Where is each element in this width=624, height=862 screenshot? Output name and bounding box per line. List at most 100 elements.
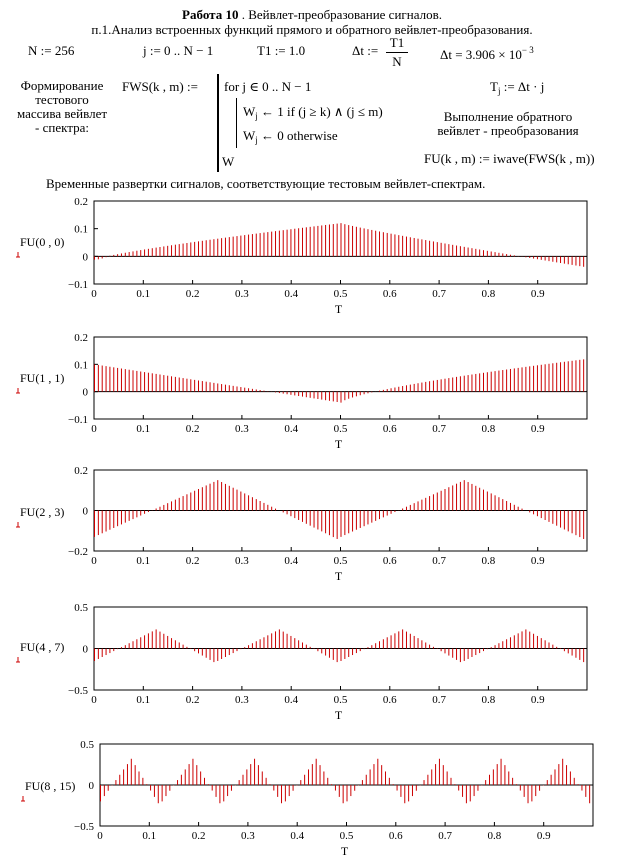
comment-inverse-transform: Выполнение обратного вейвлет - преобразо… (437, 109, 579, 138)
chart-4: 0.50−0.50 0.1 0.2 0.3 0.4 0.5 0.6 0.7 0.8 0.9TFU(… (21, 739, 594, 858)
x-tick-label: 0.9 (531, 288, 545, 300)
x-tick-label: 0.6 (383, 694, 397, 706)
x-tick-label: 0.5 (334, 288, 348, 300)
x-tick-label: 0 (91, 423, 97, 435)
y-tick-label: 0.5 (80, 739, 94, 751)
n-definition: N := 256 (28, 43, 75, 58)
title-rest: . Вейвлет-преобразование сигналов. (238, 7, 442, 22)
x-tick-label: 0.6 (389, 830, 403, 842)
y-tick-label: 0.1 (74, 224, 88, 236)
y-tick-label: 0.5 (74, 602, 88, 614)
dt-value-mantissa: Δt = 3.906 × 10 (440, 47, 522, 62)
fws-definition-lhs: FWS(k , m) := (122, 79, 198, 94)
x-axis-label: T (335, 437, 343, 451)
x-tick-label: 0.7 (432, 288, 446, 300)
chart-1: 0.20.10−0.10 0.1 0.2 0.3 0.4 0.5 0.6 0.7 0.8 0.9T… (16, 332, 588, 451)
y-axis-label: FU(4 , 7) (20, 640, 64, 654)
y-tick-label: −0.1 (68, 414, 88, 426)
x-tick-label: 0.6 (383, 555, 397, 567)
x-axis-label: T (335, 569, 343, 583)
y-tick-label: 0 (83, 387, 89, 399)
dt-value: Δt = 3.906 × 10− 3 (440, 43, 534, 62)
y-tick-label: −0.5 (68, 685, 88, 697)
dt-denominator: N (392, 54, 402, 69)
x-tick-label: 0.3 (235, 694, 249, 706)
x-tick-label: 0 (97, 830, 103, 842)
y-tick-label: 0.2 (74, 196, 88, 208)
x-tick-label: 0 (91, 555, 97, 567)
plots-caption: Временные развертки сигналов, соответств… (46, 176, 486, 191)
y-tick-label: 0 (89, 780, 95, 792)
chart-2: 0.20−0.20 0.1 0.2 0.3 0.4 0.5 0.6 0.7 0.8 0.9TFU(… (16, 465, 588, 583)
x-tick-label: 0.9 (537, 830, 551, 842)
comment-forming-spectrum: Формирование тестового массива вейвлет -… (16, 78, 108, 135)
x-tick-label: 0.8 (482, 423, 496, 435)
dt-value-exponent: − 3 (521, 45, 534, 55)
x-tick-label: 0.3 (235, 288, 249, 300)
y-axis-label: FU(2 , 3) (20, 505, 64, 519)
y-tick-label: 0.2 (74, 465, 88, 477)
program-inner-bracket (236, 98, 237, 148)
chart-3: 0.50−0.50 0.1 0.2 0.3 0.4 0.5 0.6 0.7 0.8 0.9TFU(… (16, 602, 588, 722)
x-tick-label: 0.9 (531, 694, 545, 706)
x-tick-label: 0.5 (334, 423, 348, 435)
x-tick-label: 0.9 (531, 423, 545, 435)
x-tick-label: 0.4 (284, 694, 298, 706)
program-return-line: W (222, 154, 235, 169)
title-bold: Работа 10 (182, 7, 239, 22)
x-tick-label: 0.7 (432, 555, 446, 567)
x-axis-label: T (335, 302, 343, 316)
x-tick-label: 0.5 (334, 694, 348, 706)
x-tick-label: 0.3 (235, 423, 249, 435)
x-tick-label: 0.2 (186, 423, 200, 435)
x-tick-label: 0.2 (186, 555, 200, 567)
x-tick-label: 0.1 (136, 694, 150, 706)
fu-definition: FU(k , m) := iwave(FWS(k , m)) (424, 151, 595, 166)
t1-definition: T1 := 1.0 (257, 43, 306, 58)
program-w1-line: Wj ← 1 if (j ≥ k) ∧ (j ≤ m) (243, 104, 383, 121)
x-tick-label: 0.8 (482, 288, 496, 300)
x-tick-label: 0.4 (284, 288, 298, 300)
x-tick-label: 0.6 (383, 423, 397, 435)
y-tick-label: 0 (83, 506, 89, 518)
x-tick-label: 0.9 (531, 555, 545, 567)
y-tick-label: 0.1 (74, 359, 88, 371)
worksheet-title: Работа 10 . Вейвлет-преобразование сигна… (0, 7, 624, 22)
y-tick-label: −0.1 (68, 279, 88, 291)
x-tick-label: 0.2 (186, 288, 200, 300)
tj-definition: Tj := Δt · j (490, 79, 545, 96)
x-tick-label: 0.5 (340, 830, 354, 842)
worksheet-subtitle: п.1.Анализ встроенных функций прямого и … (91, 22, 533, 37)
x-tick-label: 0.6 (383, 288, 397, 300)
program-w0-line: Wj ← 0 otherwise (243, 128, 338, 145)
chart-0: 0.20.10−0.10 0.1 0.2 0.3 0.4 0.5 0.6 0.7 0.8 0.9T… (16, 196, 588, 316)
x-tick-label: 0.1 (136, 423, 150, 435)
x-tick-label: 0.4 (284, 423, 298, 435)
y-tick-label: 0.2 (74, 332, 88, 344)
x-tick-label: 0.7 (438, 830, 452, 842)
x-axis-label: T (341, 844, 349, 858)
j-definition: j := 0 .. N − 1 (143, 43, 214, 58)
x-tick-label: 0.1 (136, 555, 150, 567)
x-tick-label: 0.8 (482, 694, 496, 706)
x-axis-label: T (335, 708, 343, 722)
x-tick-label: 0.2 (192, 830, 206, 842)
x-tick-label: 0.3 (241, 830, 255, 842)
x-tick-label: 0.1 (136, 288, 150, 300)
x-tick-label: 0.7 (432, 423, 446, 435)
x-tick-label: 0.7 (432, 694, 446, 706)
dt-fraction: T1 N (386, 35, 408, 70)
y-tick-label: 0 (83, 644, 89, 656)
x-tick-label: 0 (91, 694, 97, 706)
y-axis-label: FU(8 , 15) (25, 779, 75, 793)
x-tick-label: 0.5 (334, 555, 348, 567)
x-tick-label: 0.1 (142, 830, 156, 842)
y-tick-label: −0.2 (68, 546, 88, 558)
x-tick-label: 0.4 (290, 830, 304, 842)
dt-numerator: T1 (389, 35, 405, 50)
x-tick-label: 0.8 (488, 830, 502, 842)
x-tick-label: 0.4 (284, 555, 298, 567)
dt-definition-lhs: Δt := (352, 43, 379, 58)
y-tick-label: −0.5 (74, 821, 94, 833)
